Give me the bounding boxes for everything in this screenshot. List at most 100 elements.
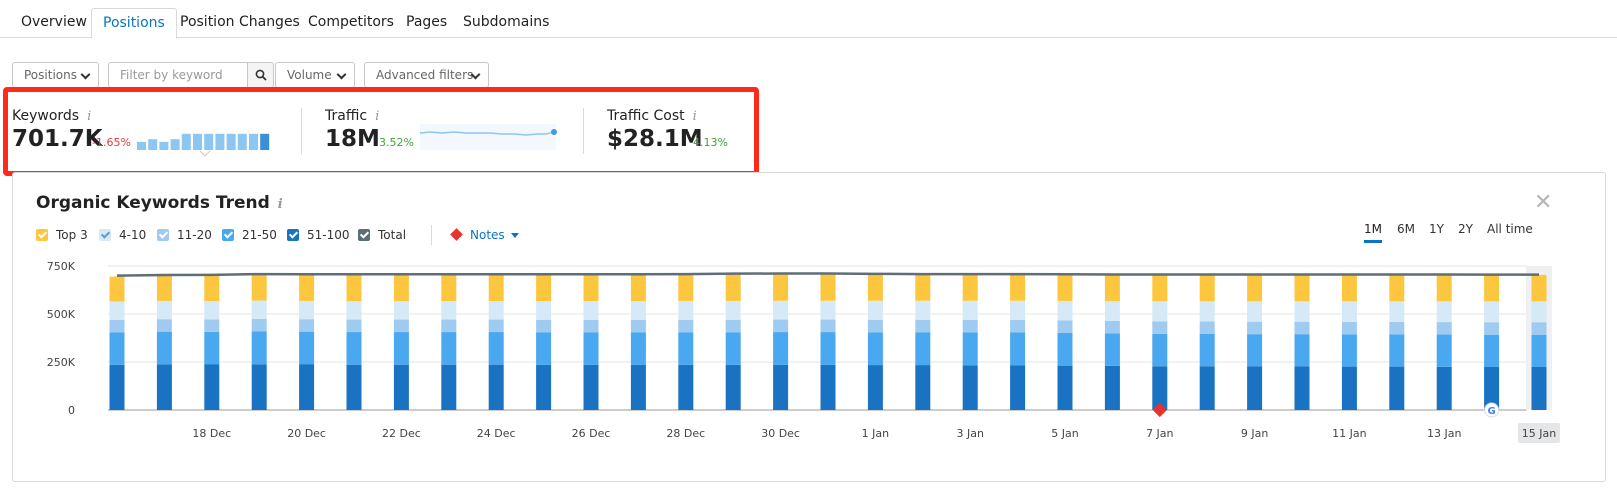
bar-segment[interactable] [1294, 274, 1310, 302]
bar-segment[interactable] [488, 332, 504, 365]
bar-segment[interactable] [1010, 274, 1026, 301]
bar-segment[interactable] [1531, 366, 1547, 410]
bar-segment[interactable] [962, 365, 978, 410]
bar-segment[interactable] [583, 319, 599, 333]
bar-segment[interactable] [1057, 320, 1073, 334]
keyword-filter-input[interactable]: Filter by keyword [108, 62, 248, 88]
close-icon[interactable]: ✕ [1534, 190, 1553, 215]
bar-segment[interactable] [583, 275, 599, 302]
range-1m[interactable]: 1M [1364, 222, 1382, 243]
volume-filter-dropdown[interactable]: Volume [275, 62, 355, 88]
bar-segment[interactable] [393, 332, 409, 365]
bar-segment[interactable] [1341, 301, 1357, 322]
bar-segment[interactable] [1057, 274, 1073, 301]
bar-segment[interactable] [1104, 274, 1120, 302]
bar-segment[interactable] [773, 332, 789, 365]
bar-segment[interactable] [346, 319, 362, 333]
bar-segment[interactable] [441, 364, 457, 410]
bar-segment[interactable] [488, 319, 504, 333]
bar-segment[interactable] [915, 332, 931, 366]
bar-segment[interactable] [1531, 322, 1547, 335]
bar-segment[interactable] [1152, 274, 1168, 302]
info-icon[interactable]: i [375, 109, 380, 124]
bar-segment[interactable] [867, 365, 883, 410]
range-2y[interactable]: 2Y [1458, 222, 1473, 236]
bar-segment[interactable] [204, 364, 220, 410]
bar-segment[interactable] [204, 319, 220, 332]
bar-segment[interactable] [1247, 334, 1263, 367]
tab-pages[interactable]: Pages [406, 14, 448, 30]
range-1y[interactable]: 1Y [1429, 222, 1444, 236]
bar-segment[interactable] [299, 319, 315, 332]
bar-segment[interactable] [299, 275, 315, 301]
bar-segment[interactable] [1484, 322, 1500, 335]
bar-segment[interactable] [1341, 274, 1357, 302]
legend-51-100[interactable]: 51-100 [287, 228, 350, 244]
bar-segment[interactable] [156, 300, 172, 320]
bar-segment[interactable] [867, 274, 883, 301]
bar-segment[interactable] [109, 332, 125, 365]
bar-segment[interactable] [820, 364, 836, 410]
bar-segment[interactable] [1341, 334, 1357, 367]
bar-segment[interactable] [346, 301, 362, 320]
bar-segment[interactable] [488, 275, 504, 302]
bar-segment[interactable] [1010, 332, 1026, 366]
bar-segment[interactable] [1484, 301, 1500, 323]
bar-segment[interactable] [251, 275, 267, 301]
traffic-sparkline[interactable] [420, 124, 560, 150]
bar-segment[interactable] [1010, 319, 1026, 333]
bar-segment[interactable] [630, 332, 646, 365]
info-icon[interactable]: i [87, 109, 92, 124]
bar-segment[interactable] [1104, 365, 1120, 410]
bar-segment[interactable] [962, 274, 978, 301]
legend-4-10[interactable]: 4-10 [99, 228, 146, 244]
bar-segment[interactable] [773, 300, 789, 320]
bar-segment[interactable] [109, 364, 125, 410]
bar-segment[interactable] [299, 331, 315, 365]
tab-position-changes[interactable]: Position Changes [180, 14, 300, 30]
bar-segment[interactable] [346, 332, 362, 365]
bar-segment[interactable] [1057, 300, 1073, 321]
bar-segment[interactable] [156, 319, 172, 332]
bar-segment[interactable] [488, 364, 504, 410]
bar-segment[interactable] [1294, 301, 1310, 322]
bar-segment[interactable] [583, 364, 599, 410]
bar-segment[interactable] [393, 301, 409, 320]
bar-segment[interactable] [773, 319, 789, 333]
bar-segment[interactable] [1247, 366, 1263, 410]
bar-segment[interactable] [204, 301, 220, 320]
google-update-marker[interactable] [1484, 402, 1500, 418]
tab-competitors[interactable]: Competitors [308, 14, 394, 30]
legend-11-20[interactable]: 11-20 [157, 228, 212, 244]
bar-segment[interactable] [299, 300, 315, 320]
advanced-filters-dropdown[interactable]: Advanced filters [364, 62, 489, 88]
range-6m[interactable]: 6M [1397, 222, 1415, 236]
positions-filter-dropdown[interactable]: Positions [12, 62, 99, 88]
bar-segment[interactable] [583, 332, 599, 365]
bar-segment[interactable] [630, 364, 646, 410]
bar-segment[interactable] [725, 274, 741, 301]
bar-segment[interactable] [251, 318, 267, 332]
bar-segment[interactable] [488, 301, 504, 320]
bar-segment[interactable] [1436, 366, 1452, 410]
bar-segment[interactable] [441, 301, 457, 320]
bar-segment[interactable] [1436, 334, 1452, 367]
bar-segment[interactable] [678, 332, 694, 365]
bar-segment[interactable] [867, 319, 883, 333]
bar-segment[interactable] [915, 300, 931, 320]
note-marker[interactable] [1152, 402, 1167, 418]
bar-segment[interactable] [678, 364, 694, 410]
bar-segment[interactable] [1152, 366, 1168, 410]
bar-segment[interactable] [962, 319, 978, 333]
tab-positions[interactable]: Positions [91, 8, 177, 39]
bar-segment[interactable] [536, 332, 552, 365]
bar-segment[interactable] [1531, 334, 1547, 367]
bar-segment[interactable] [441, 319, 457, 333]
bar-segment[interactable] [678, 300, 694, 320]
bar-segment[interactable] [583, 301, 599, 320]
bar-segment[interactable] [393, 319, 409, 333]
bar-segment[interactable] [251, 364, 267, 410]
bar-segment[interactable] [1010, 300, 1026, 320]
bar-segment[interactable] [1104, 333, 1120, 366]
bar-segment[interactable] [1341, 366, 1357, 410]
